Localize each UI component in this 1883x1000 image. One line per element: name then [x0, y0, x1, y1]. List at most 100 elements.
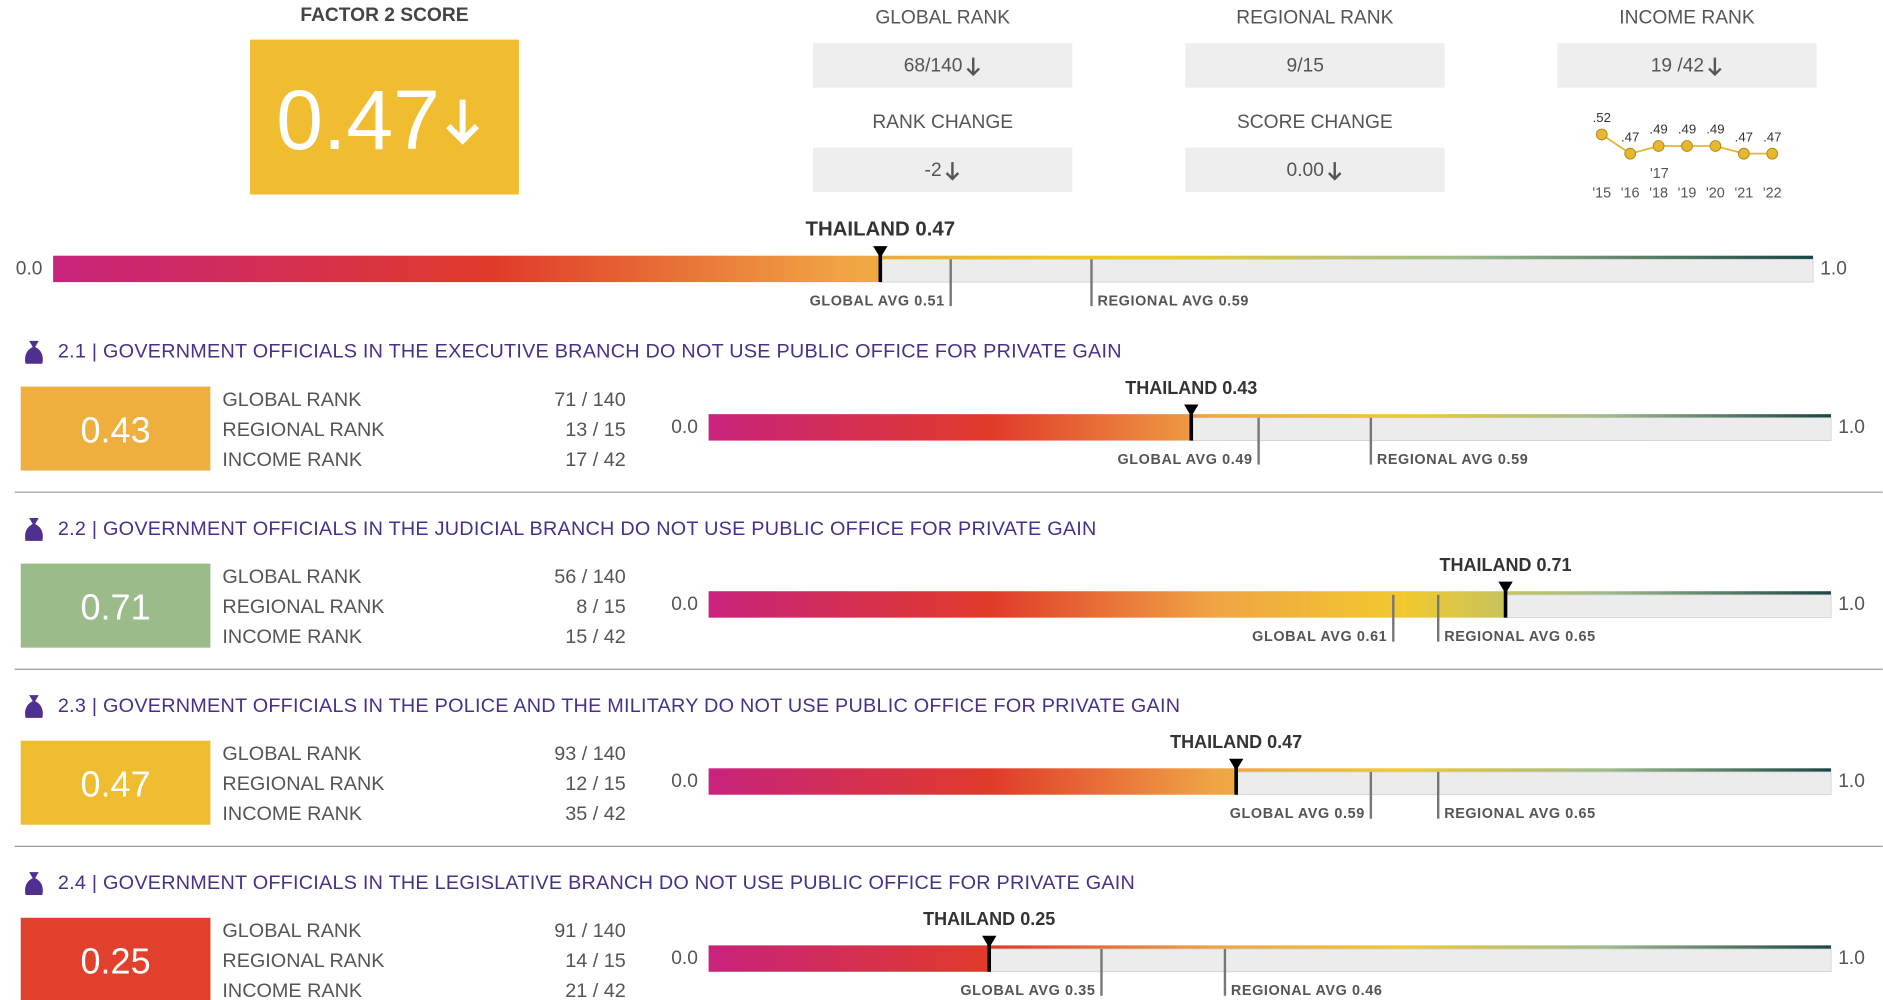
- marker-country: THAILAND: [1170, 732, 1262, 752]
- score-box: [250, 39, 519, 195]
- money-bag-icon: [25, 695, 43, 718]
- avg-label-text: GLOBAL AVG: [810, 293, 910, 309]
- rank-value: 17 / 42: [565, 449, 626, 471]
- avg-label-text: REGIONAL AVG: [1377, 452, 1493, 468]
- trend-year: '18: [1649, 185, 1668, 201]
- rank-label: INCOME RANK: [222, 803, 362, 825]
- avg-label-text: GLOBAL AVG: [960, 983, 1060, 999]
- avg-label-value: 0.35: [1065, 983, 1095, 999]
- score-label: FACTOR 2 SCORE: [300, 5, 468, 26]
- scale-max: 1.0: [1838, 594, 1865, 615]
- score-value: 0.47: [276, 73, 440, 167]
- rank-label: GLOBAL RANK: [222, 566, 361, 588]
- trend-value-label: .49: [1649, 122, 1667, 137]
- trend-point: [1595, 128, 1608, 141]
- rank-label: REGIONAL RANK: [222, 773, 384, 795]
- subfactor-title: 2.2 | GOVERNMENT OFFICIALS IN THE JUDICI…: [58, 518, 1097, 540]
- trend-point: [1624, 147, 1637, 160]
- rank-value: 8 / 15: [576, 596, 626, 618]
- stat-box: [1185, 147, 1445, 193]
- trend-point: [1709, 140, 1722, 152]
- stat-value: 19 /42: [1651, 56, 1704, 77]
- scale-min: 0.0: [671, 417, 698, 438]
- rank-label: GLOBAL RANK: [222, 920, 361, 942]
- avg-label-value: 0.46: [1352, 983, 1382, 999]
- subfactor-score-box: [20, 386, 211, 471]
- avg-label: GLOBAL AVG 0.61: [1252, 629, 1387, 645]
- avg-label-text: REGIONAL AVG: [1231, 983, 1347, 999]
- subfactor-score-box: [20, 917, 211, 1000]
- subfactor-score-box: [20, 563, 211, 648]
- bar-remainder: [1235, 771, 1832, 796]
- avg-label: REGIONAL AVG 0.46: [1231, 983, 1383, 999]
- marker-label: THAILAND 0.47: [806, 218, 956, 240]
- rank-value: 12 / 15: [565, 773, 626, 795]
- avg-label: REGIONAL AVG 0.59: [1097, 293, 1249, 309]
- marker-value: 0.47: [1267, 732, 1302, 752]
- rank-label: GLOBAL RANK: [222, 743, 361, 765]
- trend-point: [1766, 147, 1779, 160]
- trend-value-label: .47: [1735, 129, 1753, 144]
- trend-point: [1681, 140, 1693, 152]
- bar-remainder: [1505, 594, 1832, 619]
- marker-label: THAILAND 0.43: [1125, 378, 1257, 398]
- stat-label: SCORE CHANGE: [1237, 112, 1393, 133]
- subfactor-title: 2.1 | GOVERNMENT OFFICIALS IN THE EXECUT…: [58, 341, 1122, 363]
- trend-value-label: .49: [1678, 122, 1696, 137]
- trend-value-label: .47: [1763, 129, 1781, 144]
- score-triangle: [982, 935, 997, 948]
- trend-year: '15: [1592, 185, 1611, 201]
- subfactor-score: 0.71: [81, 586, 151, 627]
- avg-label: REGIONAL AVG 0.65: [1444, 806, 1596, 822]
- scale-max: 1.0: [1820, 258, 1847, 279]
- rank-value: 93 / 140: [554, 743, 626, 765]
- stat-label: REGIONAL RANK: [1236, 8, 1393, 29]
- subfactor-score: 0.43: [81, 409, 151, 450]
- stat-value: -2: [925, 160, 942, 181]
- down-arrow: [1327, 162, 1342, 181]
- stat-value: 68/140: [904, 56, 963, 77]
- score-triangle: [873, 246, 888, 259]
- rank-value: 35 / 42: [565, 803, 626, 825]
- score-triangle: [1184, 404, 1199, 417]
- avg-label-value: 0.49: [1222, 452, 1252, 468]
- money-bag-icon: [25, 340, 43, 364]
- rank-value: 56 / 140: [554, 566, 626, 588]
- avg-label-text: REGIONAL AVG: [1444, 629, 1560, 645]
- rank-label: INCOME RANK: [222, 449, 362, 471]
- rank-value: 21 / 42: [565, 980, 626, 1000]
- stat-box: [813, 43, 1073, 88]
- avg-label-value: 0.59: [1219, 293, 1249, 309]
- scale-min: 0.0: [671, 948, 698, 969]
- score-triangle: [1498, 581, 1513, 594]
- marker-country: THAILAND: [1440, 555, 1532, 575]
- trend-annotation: '17: [1650, 166, 1669, 182]
- avg-label-value: 0.61: [1357, 629, 1387, 645]
- rank-value: 15 / 42: [565, 626, 626, 648]
- stat-label: RANK CHANGE: [872, 112, 1013, 133]
- avg-label: REGIONAL AVG 0.65: [1444, 629, 1596, 645]
- rank-label: REGIONAL RANK: [222, 419, 384, 441]
- rank-label: REGIONAL RANK: [222, 950, 384, 972]
- marker-country: THAILAND: [923, 909, 1015, 929]
- avg-label: GLOBAL AVG 0.35: [960, 983, 1095, 999]
- avg-label: REGIONAL AVG 0.59: [1377, 452, 1529, 468]
- down-arrow: [1708, 57, 1722, 77]
- subfactor-score: 0.25: [81, 940, 151, 981]
- avg-label-text: GLOBAL AVG: [1230, 806, 1330, 822]
- avg-label-value: 0.65: [1565, 629, 1595, 645]
- scale-min: 0.0: [671, 594, 698, 615]
- rank-value: 13 / 15: [565, 419, 626, 441]
- money-bag-icon: [25, 872, 43, 895]
- avg-label-text: GLOBAL AVG: [1252, 629, 1352, 645]
- stat-value: 0.00: [1287, 160, 1324, 181]
- bar-remainder: [1190, 417, 1832, 441]
- trend-point: [1652, 140, 1665, 152]
- marker-label: THAILAND 0.25: [923, 909, 1055, 929]
- rank-value: 14 / 15: [565, 950, 626, 972]
- avg-label: GLOBAL AVG 0.59: [1230, 806, 1365, 822]
- avg-label-text: REGIONAL AVG: [1097, 293, 1213, 309]
- marker-value: 0.25: [1020, 909, 1055, 929]
